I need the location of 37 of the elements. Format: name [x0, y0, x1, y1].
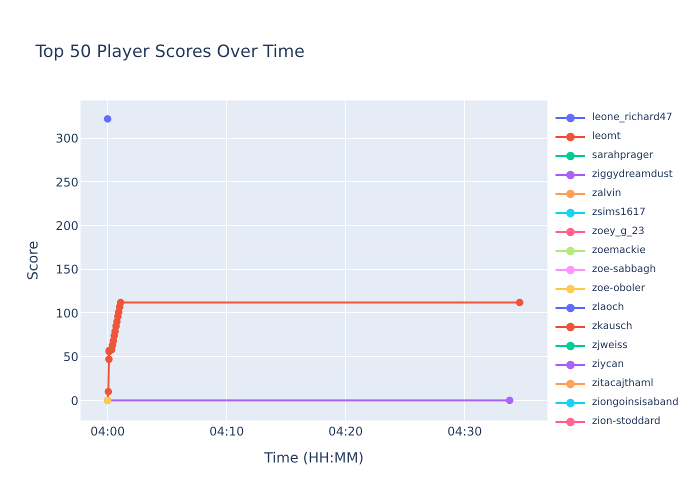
legend-label: zion-stoddard [592, 415, 660, 429]
legend-label: zoemackie [592, 244, 646, 258]
y-tick-label: 300 [56, 132, 78, 146]
y-tick-label: 250 [56, 175, 78, 190]
y-tick-label: 100 [56, 306, 78, 320]
legend-label: zitacajthaml [592, 377, 654, 391]
legend-label: sarahprager [592, 149, 654, 163]
legend-label: ziggydreamdust [592, 168, 673, 182]
y-axis-title: Score [26, 240, 42, 280]
x-axis-title: Time (HH:MM) [263, 450, 364, 466]
legend-label: leone_richard47 [592, 111, 672, 125]
legend-label: zkausch [592, 320, 632, 334]
legend-label: zjweiss [592, 339, 628, 353]
y-tick-label: 200 [56, 219, 78, 234]
x-tick-label: 04:30 [447, 424, 482, 438]
chart-title: Top 50 Player Scores Over Time [34, 42, 305, 62]
y-tick-label: 0 [70, 394, 79, 408]
y-tick-label: 150 [56, 262, 78, 277]
legend-label: zoe-sabbagh [592, 263, 656, 277]
point [116, 298, 124, 306]
legend-label: zlaoch [592, 301, 624, 315]
point [506, 396, 514, 404]
x-tick-label: 04:00 [90, 424, 125, 438]
point [105, 356, 113, 364]
legend-label: zsims1617 [592, 206, 646, 220]
legend-label: ziongoinsisaband [592, 396, 679, 410]
x-tick-label: 04:20 [328, 424, 363, 438]
point [516, 298, 524, 306]
legend-label: zoe-oboler [592, 282, 645, 296]
x-tick-label: 04:10 [209, 424, 244, 438]
legend-label: zoey_g_23 [592, 225, 645, 239]
legend-label: leomt [592, 130, 621, 144]
legend-label: zalvin [592, 187, 622, 201]
point [104, 388, 112, 396]
point [104, 115, 112, 123]
y-tick-label: 50 [63, 350, 79, 364]
legend-label: ziycan [592, 358, 624, 372]
